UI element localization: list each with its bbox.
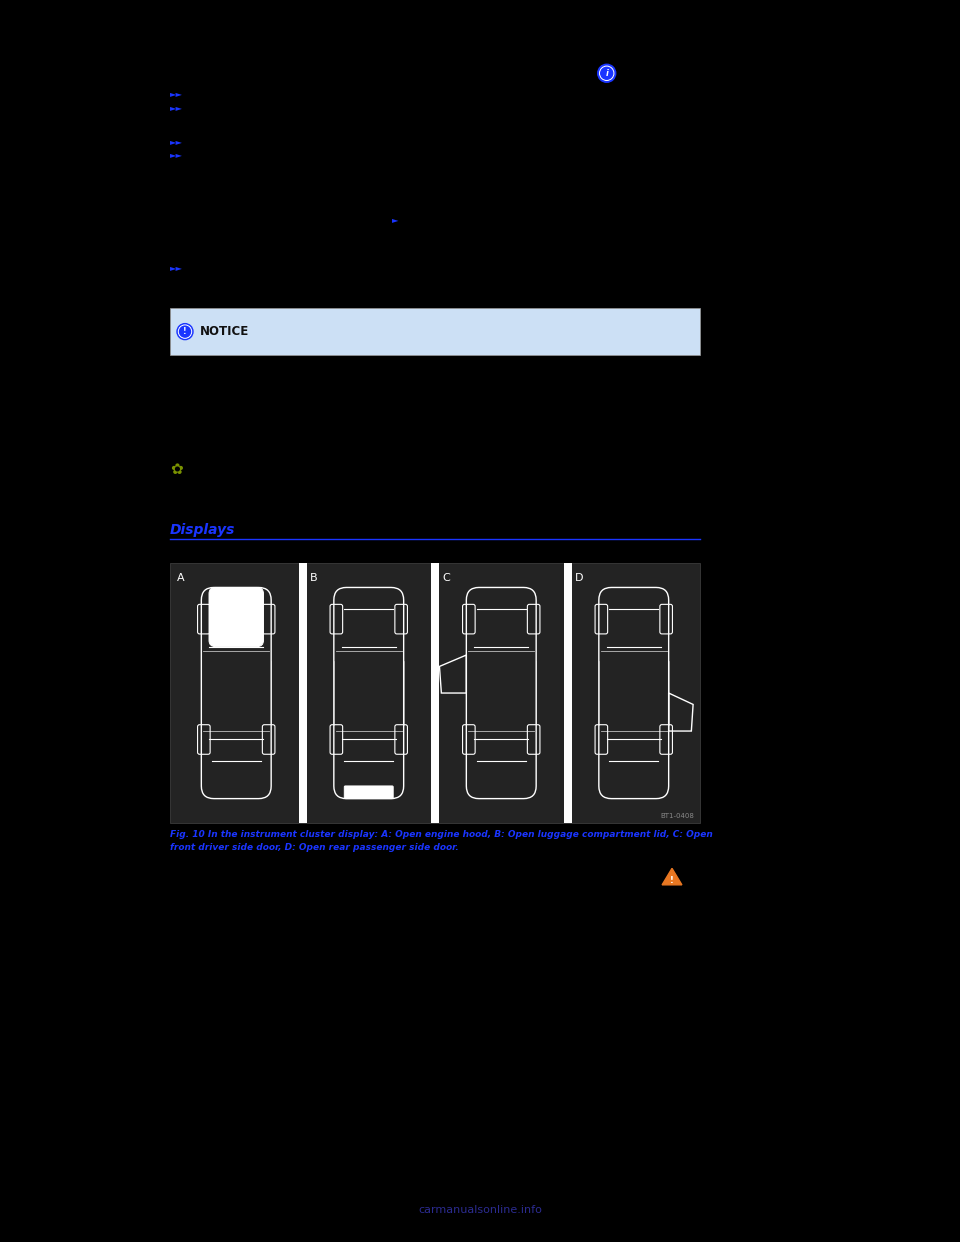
Circle shape bbox=[179, 325, 191, 338]
FancyBboxPatch shape bbox=[170, 563, 700, 823]
Text: A: A bbox=[177, 573, 184, 582]
Text: front driver side door, D: Open rear passenger side door.: front driver side door, D: Open rear pas… bbox=[170, 842, 459, 852]
Text: BT1-0408: BT1-0408 bbox=[660, 814, 694, 820]
Circle shape bbox=[601, 67, 612, 79]
Text: Displays: Displays bbox=[170, 523, 235, 537]
FancyBboxPatch shape bbox=[564, 563, 571, 823]
Circle shape bbox=[600, 66, 613, 81]
Text: !: ! bbox=[183, 328, 187, 337]
Circle shape bbox=[598, 65, 615, 82]
Circle shape bbox=[177, 324, 193, 339]
Polygon shape bbox=[662, 868, 682, 884]
Text: Fig. 10 In the instrument cluster display: A: Open engine hood, B: Open luggage : Fig. 10 In the instrument cluster displa… bbox=[170, 830, 712, 838]
FancyBboxPatch shape bbox=[299, 563, 306, 823]
Text: D: D bbox=[574, 573, 583, 582]
FancyBboxPatch shape bbox=[170, 308, 700, 355]
Text: carmanualsonline.info: carmanualsonline.info bbox=[418, 1205, 542, 1215]
Text: ►►: ►► bbox=[170, 137, 183, 145]
Text: C: C bbox=[442, 573, 449, 582]
Text: NOTICE: NOTICE bbox=[200, 325, 250, 338]
Circle shape bbox=[180, 327, 190, 337]
FancyBboxPatch shape bbox=[431, 563, 439, 823]
Text: ►►: ►► bbox=[170, 263, 183, 272]
Text: i: i bbox=[606, 70, 608, 78]
Text: B: B bbox=[309, 573, 317, 582]
Text: ►►: ►► bbox=[170, 103, 183, 112]
FancyBboxPatch shape bbox=[345, 786, 394, 799]
Text: !: ! bbox=[670, 876, 674, 884]
Text: ►►: ►► bbox=[170, 150, 183, 159]
Text: ►►: ►► bbox=[170, 89, 183, 98]
FancyBboxPatch shape bbox=[209, 587, 263, 647]
Text: ►: ► bbox=[392, 215, 398, 224]
Text: ✿: ✿ bbox=[170, 462, 182, 477]
